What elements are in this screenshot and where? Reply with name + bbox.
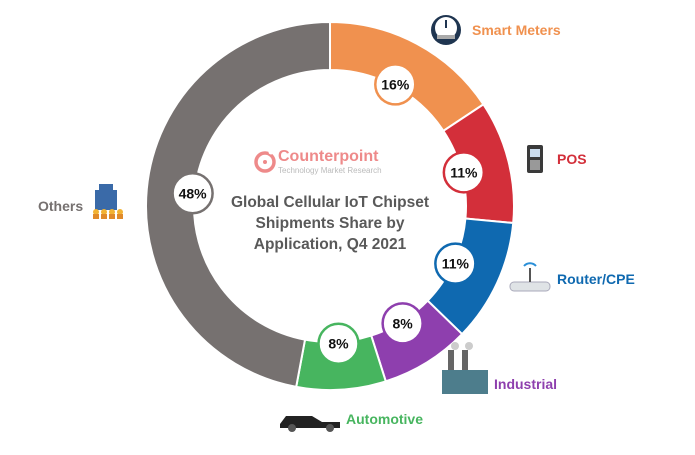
buildings-people-icon bbox=[93, 184, 123, 219]
title-line: Global Cellular IoT Chipset bbox=[230, 194, 430, 211]
counterpoint-logo: Counterpoint Technology Market Research bbox=[254, 148, 382, 179]
legend-label-smart-meters: Smart Meters bbox=[472, 22, 561, 38]
logo-tagline: Technology Market Research bbox=[278, 166, 382, 175]
data-label-bubble bbox=[374, 63, 417, 106]
data-label: 16% bbox=[381, 76, 410, 92]
logo-name: Counterpoint bbox=[278, 148, 379, 165]
data-label-bubble bbox=[381, 302, 424, 345]
legend-label-pos: POS bbox=[557, 151, 587, 167]
logo-icon bbox=[254, 149, 276, 173]
title-line: Shipments Share by bbox=[255, 215, 405, 232]
car-icon bbox=[280, 416, 340, 432]
legend-label-automotive: Automotive bbox=[346, 411, 423, 427]
gauge-meter-icon bbox=[431, 15, 461, 45]
data-label: 8% bbox=[393, 315, 414, 331]
data-label-bubble bbox=[317, 322, 360, 365]
data-label: 11% bbox=[442, 256, 470, 272]
factory-icon bbox=[442, 342, 488, 394]
data-label: 8% bbox=[328, 336, 349, 352]
data-label: 48% bbox=[179, 185, 208, 201]
title-line: Application, Q4 2021 bbox=[253, 236, 407, 253]
pos-terminal-icon bbox=[527, 145, 543, 173]
data-label-bubble bbox=[171, 172, 214, 215]
chart-title: Global Cellular IoT Chipset Shipments Sh… bbox=[215, 192, 445, 255]
legend-label-router: Router/CPE bbox=[557, 271, 635, 287]
donut-slice bbox=[145, 20, 331, 389]
legend-label-others: Others bbox=[38, 198, 84, 214]
data-label: 11% bbox=[450, 164, 478, 180]
data-label-bubble bbox=[442, 151, 486, 194]
data-label-bubble bbox=[434, 242, 477, 285]
router-icon bbox=[509, 262, 551, 292]
legend-label-industrial: Industrial bbox=[494, 376, 558, 392]
